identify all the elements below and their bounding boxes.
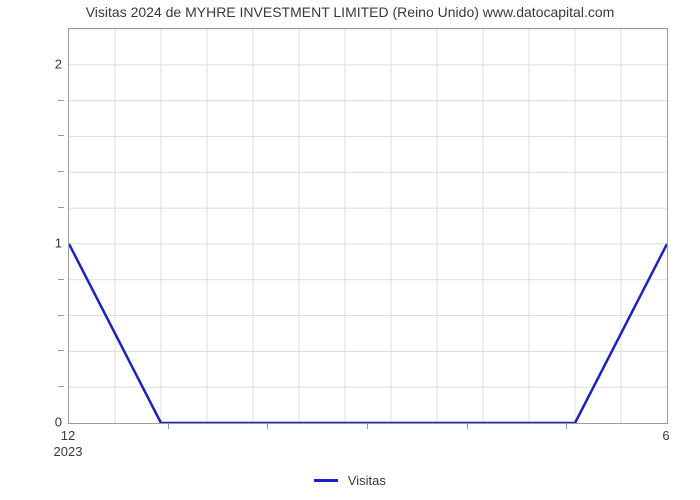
y-minor-tick [58, 386, 64, 387]
y-minor-tick [58, 207, 64, 208]
y-tick-label: 2 [55, 56, 62, 71]
x-tick-sublabel: 2023 [54, 444, 83, 459]
y-tick-label: 1 [55, 235, 62, 250]
grid-vertical [115, 29, 621, 423]
plot-area [68, 28, 668, 424]
series-line [69, 244, 667, 423]
chart-title: Visitas 2024 de MYHRE INVESTMENT LIMITED… [0, 4, 700, 20]
chart-container: Visitas 2024 de MYHRE INVESTMENT LIMITED… [0, 0, 700, 500]
x-tick-label: 6 [662, 428, 669, 443]
y-minor-tick [58, 350, 64, 351]
y-minor-tick [58, 171, 64, 172]
x-tick-label: 12 [61, 428, 75, 443]
y-minor-tick [58, 100, 64, 101]
legend-label: Visitas [348, 473, 386, 488]
y-minor-tick [58, 135, 64, 136]
y-minor-tick [58, 279, 64, 280]
y-minor-tick [58, 315, 64, 316]
x-minor-tick [168, 424, 169, 429]
plot-svg [69, 29, 667, 423]
x-minor-tick [267, 424, 268, 429]
x-minor-tick [467, 424, 468, 429]
x-minor-tick [566, 424, 567, 429]
grid-horizontal [69, 29, 667, 387]
legend-swatch [314, 479, 338, 482]
x-minor-tick [367, 424, 368, 429]
legend: Visitas [0, 472, 700, 488]
